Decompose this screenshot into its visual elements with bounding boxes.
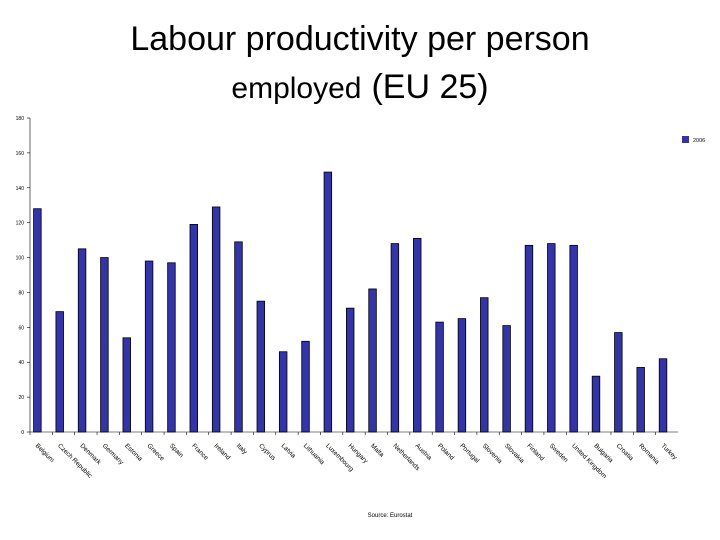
x-tick-label: Malta [369,442,385,458]
x-tick-label: Romania [637,442,661,466]
legend-swatch [682,136,689,143]
x-tick-label: France [190,442,210,462]
bar [234,241,243,433]
bar [390,243,400,433]
bar [591,375,601,433]
bar [77,248,87,433]
x-tick-label: Austria [414,442,434,462]
x-tick-label: Turkey [659,442,678,461]
bar [346,307,355,433]
bar [658,358,668,433]
x-tick-label: Germany [101,442,125,466]
x-tick-label: Slovakia [503,442,526,465]
y-tick-label: 180 [16,116,25,122]
bar [144,260,154,433]
x-tick-label: Ireland [213,442,232,461]
x-tick-label: Hungary [347,442,370,465]
chart-title: Labour productivity per person [130,20,589,58]
chart-title: employed [231,72,361,105]
y-tick-label: 80 [18,290,24,296]
bar [413,237,422,433]
x-tick-label: Slovenia [481,442,504,465]
bar [457,318,467,433]
x-tick-label: Spain [168,442,185,459]
bar [33,208,42,433]
bar [167,262,176,433]
x-tick-label: Italy [235,442,249,456]
x-tick-label: Cyprus [257,442,277,462]
x-tick-label: Belgium [34,442,56,464]
bar [323,171,333,433]
bar [502,325,511,433]
bar [435,321,444,433]
chart-title-line: employed (EU 25) [231,68,488,106]
y-tick-label: 0 [21,430,24,436]
y-tick-label: 20 [18,395,24,401]
x-tick-label: Sweden [548,442,570,464]
bar [636,367,645,433]
x-tick-label: Finland [525,442,545,462]
bar [278,351,288,433]
bar [256,300,266,433]
x-tick-label: Croatia [615,442,635,462]
source-note: Source: Eurostat [368,513,413,519]
bar [211,206,221,433]
x-tick-label: Poland [436,442,456,462]
bar [569,244,578,433]
y-tick-label: 60 [18,325,24,331]
x-tick-label: Greece [145,442,165,462]
legend-label: 2006 [693,138,705,144]
y-tick-label: 100 [16,256,25,262]
bar [55,311,64,433]
bar [480,297,489,433]
y-tick-label: 160 [16,151,25,157]
y-tick-label: 40 [18,360,24,366]
x-tick-label: Lithuania [302,442,326,466]
bar [614,332,623,433]
x-tick-label: Portugal [458,442,480,464]
x-tick-label: Latvia [280,442,297,459]
bar [524,244,534,433]
bar [301,340,310,433]
bar [547,243,556,433]
chart-title: (EU 25) [371,68,488,106]
x-tick-label: Bulgaria [592,442,614,464]
bar [368,288,377,433]
bar [100,257,109,433]
x-tick-label: Estonia [123,442,144,463]
bar [122,337,131,433]
bar [189,224,198,433]
y-tick-label: 140 [16,186,25,192]
y-tick-label: 120 [16,221,25,227]
